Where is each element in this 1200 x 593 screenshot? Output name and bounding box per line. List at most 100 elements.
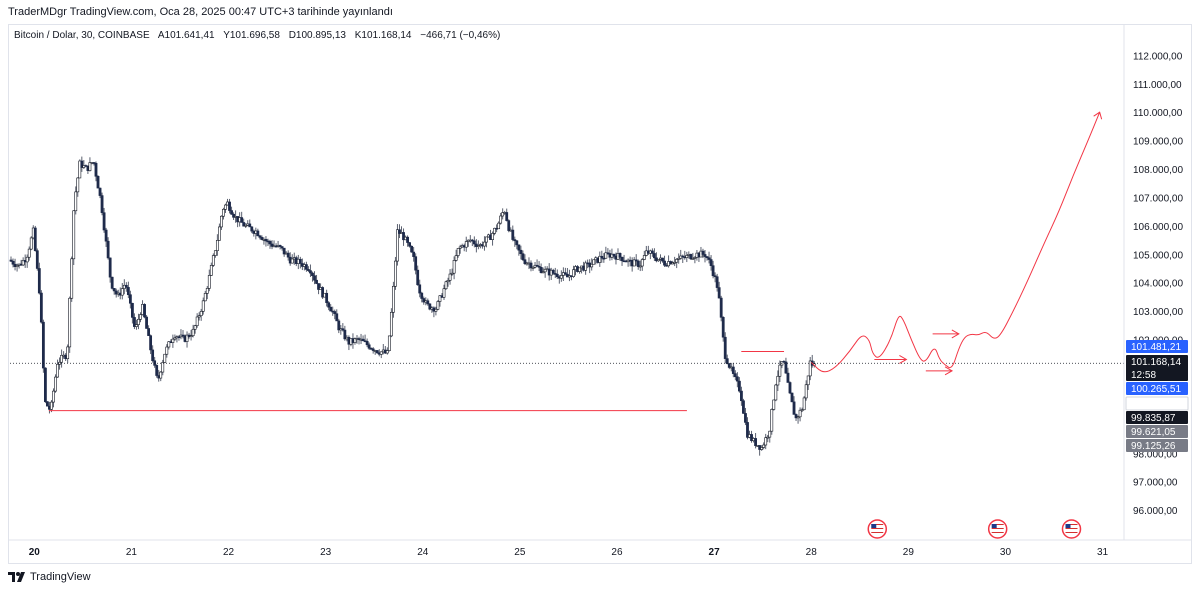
symbol-name[interactable]: Bitcoin / Dolar, 30, COINBASE [14, 30, 150, 41]
candle-body [511, 229, 515, 240]
candle-body [215, 240, 219, 252]
candle-body [764, 437, 768, 446]
candle-body [197, 315, 201, 318]
candle-body [760, 447, 764, 450]
candle-body [78, 160, 82, 179]
candle-body [124, 284, 128, 288]
y-tick-label: 110.000,00 [1133, 108, 1183, 119]
candle-body [385, 350, 389, 354]
candle-body [280, 246, 284, 249]
candle-body [602, 257, 606, 260]
candle-body [402, 232, 405, 241]
candle-body [719, 297, 723, 318]
candle-body [361, 338, 365, 342]
candle-body [517, 244, 521, 251]
candle-body [33, 227, 37, 251]
flag-stripe [871, 524, 884, 525]
candle-body [452, 260, 456, 274]
candle-body [44, 367, 47, 402]
candle-body [15, 265, 19, 267]
ohlc-high: Y101.696,58 [223, 30, 280, 41]
candle-body [230, 210, 233, 215]
candle-body [70, 258, 74, 299]
candle-body [25, 256, 29, 263]
candle-body [151, 349, 155, 362]
candle-body [673, 261, 677, 264]
candle-body [414, 256, 418, 271]
flag-stripe [991, 532, 1004, 533]
flag-stripe [1065, 526, 1078, 527]
flag-stripe [1065, 524, 1078, 525]
candle-body [60, 355, 63, 363]
candle-body [476, 245, 480, 247]
candle-body [681, 255, 685, 258]
candle-body [750, 434, 753, 442]
x-tick-label: 23 [320, 547, 332, 558]
candle-body [790, 392, 794, 403]
candle-body [531, 266, 535, 269]
price-tag-label: 99.835,87 [1131, 413, 1176, 424]
tradingview-logo[interactable]: TradingView [8, 571, 91, 583]
candle-body [29, 237, 33, 250]
candle-body [298, 258, 302, 264]
candle-body [379, 351, 383, 355]
candle-body [173, 337, 177, 340]
candle-body [715, 276, 719, 288]
candle-body [213, 250, 217, 256]
flag-stripe [1065, 532, 1078, 533]
candle-body [256, 230, 260, 237]
candle-body [39, 292, 43, 323]
event-markers [867, 519, 1082, 539]
price-tag [1126, 382, 1188, 395]
us-flag-event-icon [1061, 519, 1082, 539]
candle-body [515, 240, 519, 246]
candle-body [707, 257, 711, 260]
candle-body [691, 258, 695, 260]
candle-body [96, 175, 100, 189]
candle-body [104, 229, 108, 242]
candle-body [35, 250, 39, 269]
candle-body [491, 233, 494, 240]
y-tick-label: 109.000,00 [1133, 137, 1183, 148]
candle-body [711, 265, 715, 277]
x-tick-label: 26 [611, 547, 623, 558]
candle-body [329, 306, 333, 312]
y-tick-label: 112.000,00 [1133, 51, 1183, 62]
candle-body [327, 302, 331, 308]
candle-body [112, 288, 116, 292]
candle-body [367, 344, 371, 349]
candle-body [203, 293, 207, 302]
candle-body [636, 260, 640, 267]
candle-body [315, 279, 318, 284]
candle-body [244, 224, 248, 227]
candle-body [270, 243, 274, 247]
y-tick-label: 96.000,00 [1133, 506, 1178, 517]
x-tick-label: 28 [806, 547, 818, 558]
candle-body [21, 260, 25, 266]
candle-body [689, 254, 693, 260]
flag-canton [871, 524, 877, 528]
candle-body [642, 255, 646, 260]
candle-body [590, 263, 594, 268]
candle-body [207, 275, 211, 289]
candle-body [54, 376, 57, 392]
candle-body [497, 222, 501, 230]
us-flag-event-icon [867, 519, 888, 539]
publish-attribution: TraderMDgr TradingView.com, Oca 28, 2025… [8, 6, 393, 18]
ohlc-low: D100.895,13 [288, 30, 346, 41]
candle-body [742, 400, 745, 414]
candle-body [88, 162, 92, 171]
candle-body [653, 253, 656, 259]
candle-body [232, 213, 235, 218]
y-tick-label: 106.000,00 [1133, 222, 1183, 233]
candle-body [145, 316, 148, 329]
candle-body [307, 269, 310, 271]
candle-body [705, 256, 709, 259]
candle-body [436, 301, 440, 310]
candle-body [163, 353, 167, 363]
candle-body [501, 212, 505, 217]
candle-body [438, 295, 442, 302]
us-flag-event-icon [987, 519, 1008, 539]
candle-body [612, 253, 616, 257]
